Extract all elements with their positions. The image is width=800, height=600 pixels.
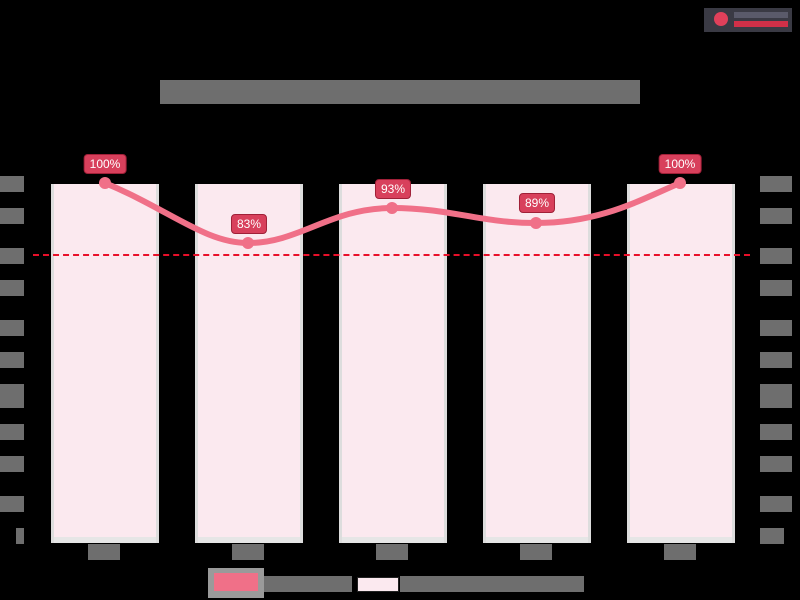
- data-label: 93%: [374, 179, 412, 199]
- brand-logo: [704, 8, 792, 32]
- data-label: 83%: [230, 214, 268, 234]
- data-label: 89%: [518, 193, 556, 213]
- legend-label-line: [264, 576, 352, 592]
- bar-3: [483, 184, 591, 543]
- legend-swatch-line: [208, 568, 264, 598]
- data-label: 100%: [83, 154, 127, 174]
- data-label: 100%: [658, 154, 702, 174]
- reference-line: [33, 254, 750, 256]
- chart-title: [160, 80, 640, 104]
- bar-2: [339, 184, 447, 543]
- legend-swatch-bar: [357, 577, 399, 592]
- legend-label-bar: [400, 576, 584, 592]
- bar-4: [627, 184, 735, 543]
- bar-0: [51, 184, 159, 543]
